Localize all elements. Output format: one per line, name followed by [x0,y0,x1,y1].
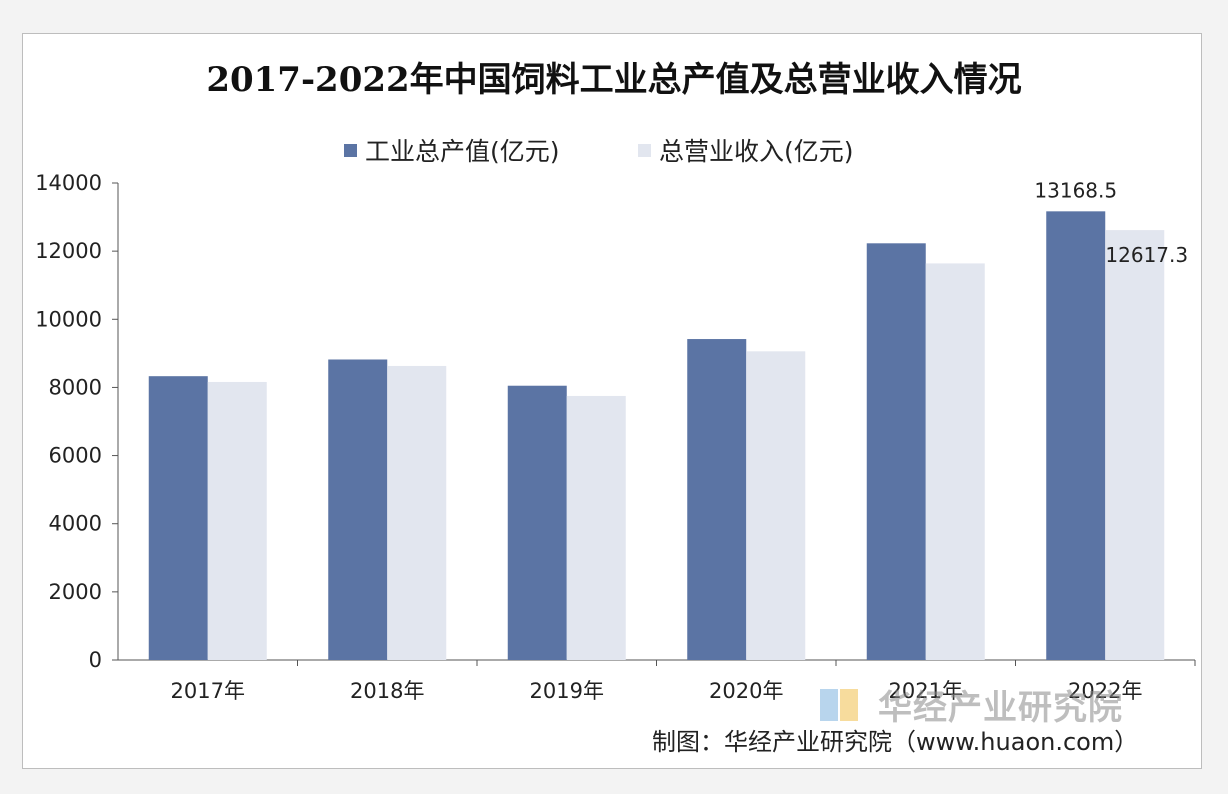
y-tick-label: 6000 [49,444,102,468]
bar [207,381,267,660]
bar [148,376,208,660]
legend: 工业总产值(亿元) 总营业收入(亿元) [0,132,1228,166]
legend-item-output: 工业总产值(亿元) [344,132,560,168]
data-label: 12617.3 [1105,243,1188,267]
legend-label-revenue: 总营业收入(亿元) [659,137,854,166]
source-note: 制图：华经产业研究院（www.huaon.com） [652,728,1139,756]
y-tick-label: 2000 [49,580,102,604]
x-tick-label: 2017年 [171,679,245,703]
legend-swatch-output [344,143,357,157]
x-tick-label: 2019年 [530,679,604,703]
y-tick-label: 8000 [49,375,102,399]
y-tick-label: 4000 [49,512,102,536]
x-tick-label: 2022年 [1068,679,1142,703]
bar [1105,230,1165,660]
bar [566,395,626,660]
bar [328,359,388,660]
y-tick-label: 10000 [35,307,102,331]
watermark-text: 华经产业研究院 [878,688,1123,728]
watermark: 华经产业研究院 [820,680,1123,729]
bar [925,263,985,660]
bar [866,243,926,660]
bar [746,351,806,660]
y-tick-label: 12000 [35,239,102,263]
watermark-logo-icon [820,685,872,725]
bar [687,339,747,660]
bar [1046,211,1106,661]
x-tick-label: 2018年 [350,679,424,703]
bar [387,365,447,660]
legend-swatch-revenue [638,143,651,157]
x-tick-label: 2020年 [709,679,783,703]
legend-label-output: 工业总产值(亿元) [365,137,560,166]
y-tick-label: 14000 [35,171,102,195]
y-tick-label: 0 [89,648,102,672]
data-label: 13168.5 [1034,178,1117,202]
chart-title: 2017-2022年中国饲料工业总产值及总营业收入情况 [206,60,1022,100]
legend-item-revenue: 总营业收入(亿元) [638,132,854,168]
bar [507,385,567,660]
x-tick-label: 2021年 [889,679,963,703]
